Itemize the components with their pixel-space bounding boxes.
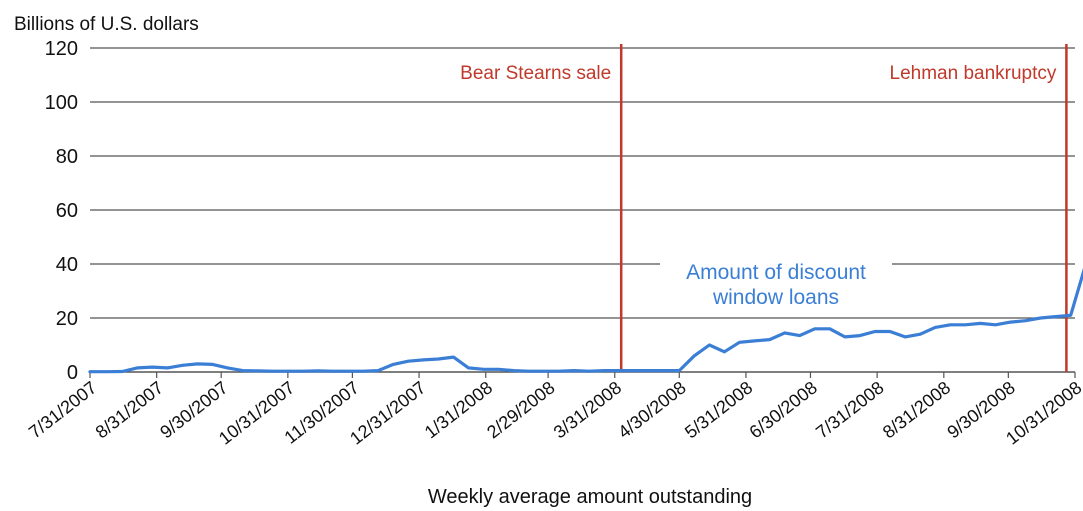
y-tick-labels: 0 20 40 60 80 100 120	[45, 38, 78, 384]
x-tick-label: 8/31/2007	[92, 377, 167, 442]
x-tick-label: 1/31/2008	[421, 377, 496, 442]
series-layer	[88, 267, 1083, 374]
y-axis-label: Billions of U.S. dollars	[14, 14, 199, 35]
x-tick-label: 2/29/2008	[483, 377, 558, 442]
event-label: Bear Stearns sale	[460, 63, 611, 84]
x-tick-label: 8/31/2008	[879, 377, 954, 442]
series-label-line: window loans	[712, 286, 839, 309]
x-tick-label: 7/31/2008	[812, 377, 887, 442]
x-tick-label: 7/31/2007	[25, 377, 100, 442]
y-tick-label: 0	[67, 362, 78, 384]
x-tick-label: 6/30/2008	[746, 377, 821, 442]
y-tick-label: 60	[56, 200, 78, 222]
y-tick-label: 20	[56, 308, 78, 330]
x-tick-label: 4/30/2008	[614, 377, 689, 442]
y-tick-label: 80	[56, 146, 78, 168]
x-tick-labels: 7/31/20078/31/20079/30/200710/31/200711/…	[25, 372, 1083, 449]
y-tick-label: 40	[56, 254, 78, 276]
gridlines	[90, 47, 1075, 373]
series-label-backdrop	[660, 255, 892, 313]
x-axis-label: Weekly average amount outstanding	[428, 486, 752, 508]
x-tick-label: 3/31/2008	[550, 377, 625, 442]
series-label-line: Amount of discount	[686, 261, 866, 284]
y-tick-label: 100	[45, 92, 78, 114]
y-tick-label: 120	[45, 38, 78, 60]
event-markers: Bear Stearns sale Lehman bankruptcy	[460, 44, 1068, 372]
event-label: Lehman bankruptcy	[890, 63, 1057, 84]
series-line	[88, 267, 1083, 374]
x-tick-label: 5/31/2008	[681, 377, 756, 442]
